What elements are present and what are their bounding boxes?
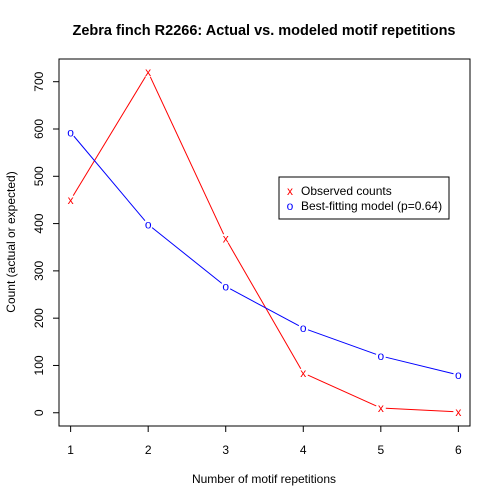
series-segment bbox=[307, 329, 377, 355]
series-model: o o o o o o bbox=[67, 125, 462, 382]
data-point: o bbox=[377, 349, 384, 363]
y-tick-label-600: 600 bbox=[32, 119, 46, 139]
series-segment bbox=[229, 288, 300, 327]
y-tick-label-200: 200 bbox=[32, 308, 46, 328]
data-point: x bbox=[300, 366, 306, 380]
x-tick-label-5: 5 bbox=[377, 443, 384, 457]
x-tick-label-2: 2 bbox=[145, 443, 152, 457]
y-axis: 0 100 200 300 400 500 600 700 bbox=[32, 71, 59, 416]
legend: x Observed counts o Best-fitting model (… bbox=[278, 176, 450, 220]
plot-frame bbox=[58, 58, 471, 427]
series-segment bbox=[307, 374, 377, 407]
data-point: o bbox=[222, 279, 229, 293]
y-tick-label-500: 500 bbox=[32, 166, 46, 186]
y-tick-label-400: 400 bbox=[32, 213, 46, 233]
x-tick-label-6: 6 bbox=[455, 443, 462, 457]
data-point: o bbox=[455, 368, 462, 382]
y-axis-label: Count (actual or expected) bbox=[4, 171, 18, 312]
data-point: x bbox=[378, 401, 384, 415]
series-observed: x x x x x x bbox=[68, 65, 462, 419]
legend-marker-model: o bbox=[287, 199, 294, 213]
data-point: x bbox=[223, 232, 229, 246]
data-point: o bbox=[145, 218, 152, 232]
series-segment bbox=[72, 76, 147, 196]
y-tick-label-700: 700 bbox=[32, 71, 46, 91]
y-tick-label-0: 0 bbox=[32, 409, 46, 416]
data-point: o bbox=[67, 125, 74, 139]
data-point: x bbox=[68, 193, 74, 207]
x-tick-label-1: 1 bbox=[67, 443, 74, 457]
legend-box bbox=[278, 176, 450, 220]
series-segment bbox=[385, 356, 454, 375]
data-point: x bbox=[145, 65, 151, 79]
y-tick-label-100: 100 bbox=[32, 355, 46, 375]
x-axis: 1 2 3 4 5 6 bbox=[67, 426, 462, 457]
legend-label-observed: Observed counts bbox=[301, 184, 392, 198]
series-segment bbox=[151, 227, 223, 284]
legend-label-model: Best-fitting model (p=0.64) bbox=[301, 199, 442, 213]
chart-title: Zebra finch R2266: Actual vs. modeled mo… bbox=[73, 23, 456, 39]
series-segment bbox=[227, 242, 302, 369]
x-axis-label: Number of motif repetitions bbox=[192, 472, 336, 486]
data-point: x bbox=[455, 405, 461, 419]
series-segment bbox=[73, 135, 146, 222]
x-tick-label-3: 3 bbox=[222, 443, 229, 457]
data-point: o bbox=[300, 321, 307, 335]
series-segment bbox=[149, 76, 225, 235]
y-tick-label-300: 300 bbox=[32, 261, 46, 281]
series-segment bbox=[385, 407, 454, 413]
legend-marker-observed: x bbox=[287, 184, 293, 198]
x-tick-label-4: 4 bbox=[300, 443, 307, 457]
